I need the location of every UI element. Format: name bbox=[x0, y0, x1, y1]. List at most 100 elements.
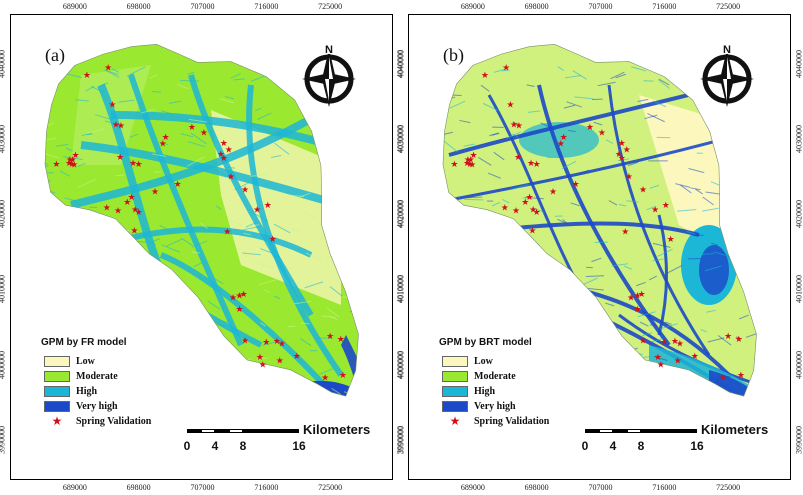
x-tick-bottom: 689000 bbox=[62, 483, 87, 492]
spring-point: ★ bbox=[691, 351, 699, 361]
map-panel-a: ★ ★ ★ ★ ★ ★ ★ ★ ★ ★ ★ ★ ★ ★ ★ ★ ★ ★ ★ ★ ★ ★ ★ ★ ★ ★ ★ ★ ★ ★ ★ ★ ★ ★ ★ ★ ★ ★ ★ ★… bbox=[0, 2, 406, 492]
y-tick-right: 4020000 bbox=[794, 200, 803, 229]
scale-segment bbox=[243, 429, 299, 433]
spring-point: ★ bbox=[117, 120, 125, 130]
spring-point: ★ bbox=[521, 197, 529, 207]
legend-title: GPM by BRT model bbox=[439, 337, 532, 348]
spring-point: ★ bbox=[273, 336, 281, 346]
x-tick-bottom: 698000 bbox=[126, 483, 151, 492]
scale-bar: 0 4 8 16 Kilometers bbox=[179, 422, 379, 465]
scale-unit: Kilometers bbox=[303, 422, 371, 437]
scale-unit: Kilometers bbox=[701, 422, 769, 437]
scale-segment bbox=[585, 429, 599, 433]
scale-bar: 0 4 8 16 Kilometers bbox=[577, 422, 777, 465]
legend-item: Low bbox=[442, 354, 549, 369]
spring-point: ★ bbox=[549, 187, 557, 197]
y-tick-left: 4030000 bbox=[395, 125, 405, 154]
spring-point: ★ bbox=[159, 139, 167, 149]
legend-item-spring: ★ Spring Validation bbox=[442, 414, 550, 429]
spring-point: ★ bbox=[123, 197, 131, 207]
scale-segment bbox=[627, 429, 641, 433]
spring-point: ★ bbox=[235, 304, 243, 314]
spring-point: ★ bbox=[70, 160, 78, 170]
spring-point: ★ bbox=[501, 202, 509, 212]
legend-item: High bbox=[44, 384, 151, 399]
spring-point: ★ bbox=[674, 356, 682, 366]
legend-item: Very high bbox=[44, 399, 151, 414]
x-tick-top: 716000 bbox=[254, 2, 279, 11]
spring-point: ★ bbox=[657, 360, 665, 370]
legend-item: Low bbox=[44, 354, 151, 369]
legend-label: Very high bbox=[76, 401, 118, 412]
spring-point: ★ bbox=[463, 158, 471, 168]
y-tick-right: 4030000 bbox=[794, 125, 803, 154]
y-tick-right: 4040000 bbox=[794, 49, 803, 78]
scale-tick: 8 bbox=[637, 439, 645, 453]
spring-point: ★ bbox=[269, 234, 277, 244]
spring-point: ★ bbox=[533, 207, 541, 217]
spring-point: ★ bbox=[256, 352, 264, 362]
scale-segment bbox=[229, 429, 243, 433]
x-tick-top: 716000 bbox=[652, 2, 677, 11]
spring-point: ★ bbox=[450, 159, 458, 169]
spring-point: ★ bbox=[719, 372, 727, 382]
spring-point: ★ bbox=[276, 356, 284, 366]
scale-tick: 0 bbox=[183, 439, 191, 453]
spring-point: ★ bbox=[667, 234, 675, 244]
spring-point: ★ bbox=[69, 154, 77, 164]
scale-tick: 16 bbox=[690, 439, 704, 453]
scale-tick: 4 bbox=[609, 439, 617, 453]
x-tick-top: 698000 bbox=[126, 2, 151, 11]
spring-point: ★ bbox=[253, 205, 261, 215]
spring-point: ★ bbox=[660, 337, 668, 347]
scale-segment bbox=[613, 429, 627, 433]
spring-point: ★ bbox=[264, 200, 272, 210]
y-tick-left: 4040000 bbox=[0, 49, 7, 78]
spring-point: ★ bbox=[560, 132, 568, 142]
spring-point: ★ bbox=[512, 205, 520, 215]
legend-swatch bbox=[44, 401, 70, 412]
x-tick-bottom: 725000 bbox=[716, 483, 741, 492]
spring-point: ★ bbox=[735, 334, 743, 344]
star-icon: ★ bbox=[51, 414, 63, 428]
spring-point: ★ bbox=[52, 159, 60, 169]
spring-point: ★ bbox=[112, 120, 120, 130]
scale-tick: 8 bbox=[239, 439, 247, 453]
spring-point: ★ bbox=[724, 331, 732, 341]
svg-text:N: N bbox=[723, 44, 731, 56]
y-tick-left: 4020000 bbox=[0, 200, 7, 229]
legend-item: Moderate bbox=[44, 369, 151, 384]
legend-label: Spring Validation bbox=[76, 416, 152, 427]
spring-point: ★ bbox=[510, 120, 518, 130]
legend-label: Low bbox=[76, 356, 95, 367]
map-canvas: ★★★ ★★★★★★★★★★★★★★★★★★ ★ ★★★★★★★★ ★★★★★★★★★★… bbox=[44, 43, 359, 397]
north-arrow-icon: N bbox=[296, 43, 362, 109]
spring-point: ★ bbox=[116, 152, 124, 162]
spring-point: ★ bbox=[278, 338, 286, 348]
legend-swatch bbox=[44, 371, 70, 382]
spring-point: ★ bbox=[223, 226, 231, 236]
scale-tick: 16 bbox=[292, 439, 306, 453]
spring-point: ★ bbox=[220, 138, 228, 148]
spring-point: ★ bbox=[104, 63, 112, 73]
star-icon: ★ bbox=[449, 414, 461, 428]
legend-swatch bbox=[442, 371, 468, 382]
x-tick-bottom: 716000 bbox=[652, 483, 677, 492]
spring-point: ★ bbox=[321, 372, 329, 382]
scale-segment bbox=[215, 429, 229, 433]
x-tick-top: 707000 bbox=[588, 2, 613, 11]
legend-item-spring: ★ Spring Validation bbox=[44, 414, 152, 429]
scale-segment bbox=[641, 429, 697, 433]
spring-point: ★ bbox=[235, 290, 243, 300]
x-tick-top: 698000 bbox=[524, 2, 549, 11]
spring-point: ★ bbox=[227, 172, 235, 182]
spring-point: ★ bbox=[188, 122, 196, 132]
spring-point: ★ bbox=[241, 184, 249, 194]
legend-swatch bbox=[44, 356, 70, 367]
spring-point: ★ bbox=[83, 70, 91, 80]
legend-title: GPM by FR model bbox=[41, 337, 127, 348]
spring-point: ★ bbox=[529, 205, 537, 215]
spring-point: ★ bbox=[103, 202, 111, 212]
spring-point: ★ bbox=[633, 304, 641, 314]
y-tick-left: 3990000 bbox=[0, 425, 7, 454]
